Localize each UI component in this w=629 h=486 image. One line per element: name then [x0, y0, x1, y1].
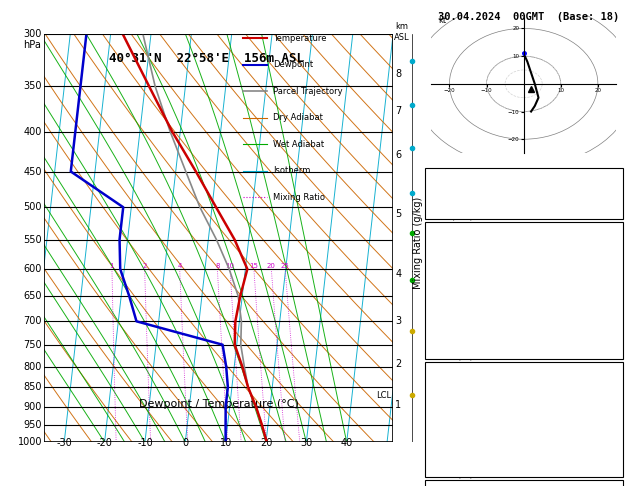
Text: Totals Totals: Totals Totals [431, 189, 512, 199]
Text: 4: 4 [395, 269, 401, 278]
Text: Dewpoint: Dewpoint [273, 60, 313, 69]
Text: CAPE (J): CAPE (J) [431, 447, 481, 457]
Text: © weatheronline.co.uk: © weatheronline.co.uk [469, 471, 582, 480]
Text: Dry Adiabat: Dry Adiabat [273, 113, 323, 122]
Text: 6: 6 [395, 150, 401, 159]
Text: 2: 2 [142, 263, 147, 269]
Text: 300: 300 [24, 29, 42, 39]
Text: 1: 1 [395, 399, 401, 410]
Text: 1.82: 1.82 [594, 210, 620, 221]
Text: CIN (J): CIN (J) [431, 469, 475, 479]
Text: 950: 950 [23, 420, 42, 430]
Text: 26: 26 [607, 469, 620, 479]
Text: kt: kt [438, 16, 447, 25]
Text: Pressure (mb): Pressure (mb) [431, 383, 512, 393]
Text: 30: 30 [300, 438, 313, 449]
Text: 10: 10 [220, 438, 231, 449]
Text: 550: 550 [23, 235, 42, 244]
Text: Lifted Index: Lifted Index [431, 308, 506, 317]
Text: -20: -20 [97, 438, 113, 449]
Text: 26: 26 [607, 350, 620, 360]
Text: CIN (J): CIN (J) [431, 350, 475, 360]
Text: LCL: LCL [376, 391, 391, 399]
Text: -10: -10 [137, 438, 153, 449]
Text: 600: 600 [24, 264, 42, 274]
Text: 750: 750 [23, 340, 42, 350]
Text: Hodograph: Hodograph [496, 480, 552, 486]
Text: 47: 47 [607, 189, 620, 199]
Text: Temperature: Temperature [273, 34, 326, 43]
Text: 900: 900 [24, 401, 42, 412]
Text: 315: 315 [601, 404, 620, 415]
Text: 1: 1 [109, 263, 114, 269]
Text: 15: 15 [250, 263, 259, 269]
Text: 800: 800 [24, 362, 42, 372]
Text: 650: 650 [23, 291, 42, 301]
Text: 2: 2 [395, 360, 401, 369]
Text: 20.2: 20.2 [594, 243, 620, 253]
Text: 7: 7 [395, 105, 401, 116]
Text: 8: 8 [613, 329, 620, 339]
Text: θᵉ(K): θᵉ(K) [431, 286, 462, 296]
Text: 20: 20 [260, 438, 272, 449]
Text: 10: 10 [607, 168, 620, 178]
Text: K: K [431, 168, 437, 178]
Text: 10: 10 [607, 265, 620, 275]
Text: 4: 4 [177, 263, 182, 269]
Text: 700: 700 [23, 316, 42, 326]
Text: Isotherm: Isotherm [273, 166, 310, 175]
Text: Mixing Ratio (g/kg): Mixing Ratio (g/kg) [413, 197, 423, 289]
Text: -30: -30 [57, 438, 72, 449]
Text: Temp (°C): Temp (°C) [431, 243, 487, 253]
Text: 500: 500 [23, 202, 42, 212]
Text: 400: 400 [24, 126, 42, 137]
Text: 5: 5 [395, 209, 401, 219]
Text: 8: 8 [395, 69, 401, 79]
Text: 25: 25 [281, 263, 289, 269]
Text: 20: 20 [267, 263, 276, 269]
Text: Most Unstable: Most Unstable [483, 362, 564, 372]
Text: 40°31'N  22°58'E  156m ASL: 40°31'N 22°58'E 156m ASL [109, 52, 304, 65]
Text: Surface: Surface [502, 222, 545, 232]
Text: 8: 8 [613, 447, 620, 457]
Text: 3: 3 [613, 308, 620, 317]
Text: 350: 350 [23, 81, 42, 91]
Text: 0: 0 [182, 438, 188, 449]
Text: CAPE (J): CAPE (J) [431, 329, 481, 339]
Text: Parcel Trajectory: Parcel Trajectory [273, 87, 342, 96]
Text: θᵉ (K): θᵉ (K) [431, 404, 469, 415]
Text: 8: 8 [215, 263, 220, 269]
Text: 30.04.2024  00GMT  (Base: 18): 30.04.2024 00GMT (Base: 18) [438, 12, 619, 22]
Text: 10: 10 [226, 263, 235, 269]
Text: Lifted Index: Lifted Index [431, 426, 506, 436]
Text: Dewp (°C): Dewp (°C) [431, 265, 487, 275]
Text: km
ASL: km ASL [394, 22, 410, 42]
Text: hPa: hPa [23, 40, 41, 50]
Text: 40: 40 [340, 438, 353, 449]
Text: PW (cm): PW (cm) [431, 210, 475, 221]
Text: Dewpoint / Temperature (°C): Dewpoint / Temperature (°C) [138, 399, 299, 409]
Text: 315: 315 [601, 286, 620, 296]
Text: 1000: 1000 [18, 437, 42, 447]
Text: 3: 3 [395, 316, 401, 326]
Text: 850: 850 [23, 382, 42, 392]
Text: Mixing Ratio: Mixing Ratio [273, 193, 325, 202]
Text: 450: 450 [23, 167, 42, 176]
Text: 3: 3 [613, 426, 620, 436]
Text: 1003: 1003 [594, 383, 620, 393]
Text: Wet Adiabat: Wet Adiabat [273, 140, 324, 149]
